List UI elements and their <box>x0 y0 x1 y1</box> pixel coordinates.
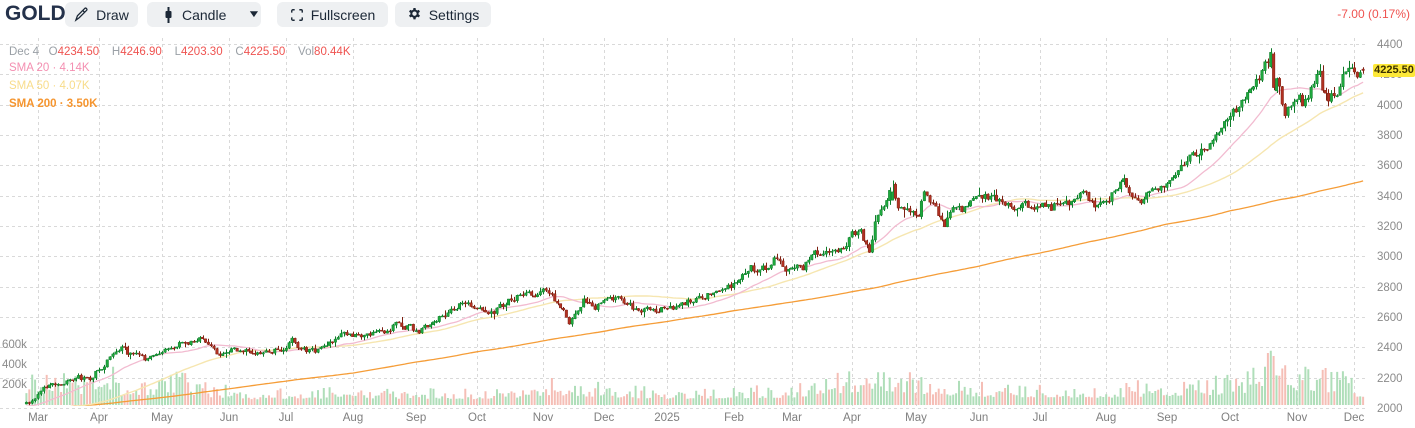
svg-text:2800: 2800 <box>1377 282 1403 294</box>
svg-text:Apr: Apr <box>90 412 108 424</box>
svg-text:2025: 2025 <box>654 412 680 424</box>
svg-text:Jun: Jun <box>970 412 989 424</box>
svg-text:Jun: Jun <box>220 412 239 424</box>
svg-text:Mar: Mar <box>782 412 802 424</box>
svg-text:Sep: Sep <box>1157 412 1177 424</box>
svg-text:3800: 3800 <box>1377 130 1403 142</box>
svg-text:Nov: Nov <box>533 412 554 424</box>
svg-text:3400: 3400 <box>1377 191 1403 203</box>
svg-text:May: May <box>151 412 173 424</box>
svg-text:3200: 3200 <box>1377 221 1403 233</box>
svg-text:Aug: Aug <box>1096 412 1116 424</box>
svg-text:Nov: Nov <box>1287 412 1308 424</box>
svg-text:Mar: Mar <box>28 412 48 424</box>
svg-text:3600: 3600 <box>1377 160 1403 172</box>
svg-text:Jul: Jul <box>1033 412 1048 424</box>
svg-text:Sep: Sep <box>406 412 426 424</box>
svg-text:4400: 4400 <box>1377 39 1403 51</box>
svg-text:Jul: Jul <box>279 412 294 424</box>
svg-text:Aug: Aug <box>343 412 363 424</box>
svg-text:3000: 3000 <box>1377 251 1403 263</box>
svg-text:200k: 200k <box>2 379 27 391</box>
svg-text:May: May <box>905 412 927 424</box>
svg-text:Dec: Dec <box>594 412 615 424</box>
svg-text:2600: 2600 <box>1377 312 1403 324</box>
svg-text:400k: 400k <box>2 359 27 371</box>
svg-text:2000: 2000 <box>1377 403 1403 415</box>
svg-text:Apr: Apr <box>843 412 861 424</box>
svg-text:4000: 4000 <box>1377 100 1403 112</box>
svg-text:Dec: Dec <box>1344 412 1365 424</box>
svg-text:600k: 600k <box>2 339 27 351</box>
svg-text:2200: 2200 <box>1377 373 1403 385</box>
svg-text:Oct: Oct <box>468 412 487 424</box>
svg-text:Feb: Feb <box>724 412 744 424</box>
svg-text:Oct: Oct <box>1221 412 1240 424</box>
svg-text:2400: 2400 <box>1377 342 1403 354</box>
